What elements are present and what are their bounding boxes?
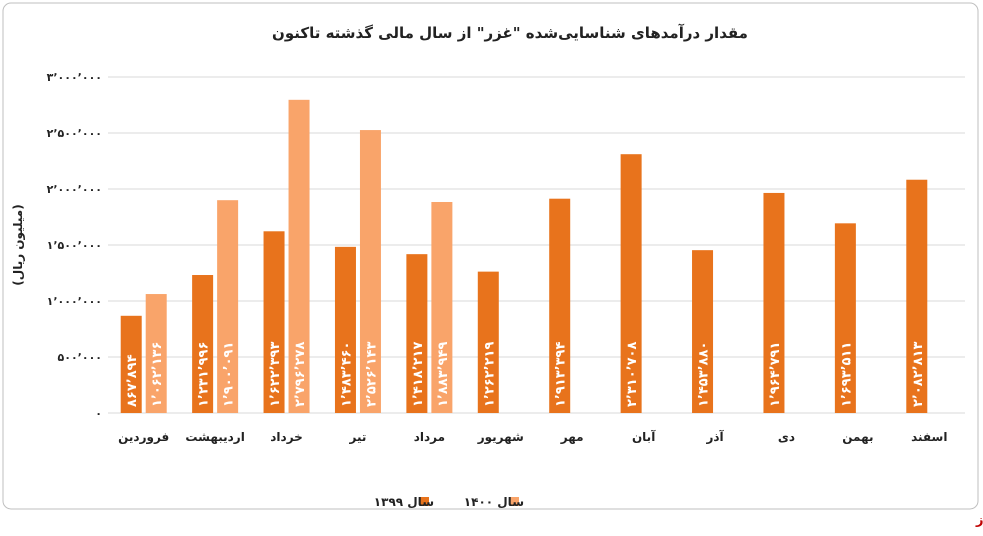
value-label: ۱٬۹۶۴٬۷۹۱ [768, 342, 783, 407]
bar [763, 192, 785, 413]
source-logo: بورس نیوز [975, 513, 983, 528]
y-tick-label: ۰ [95, 407, 102, 420]
value-label: ۱٬۴۸۳٬۴۶۰ [339, 342, 354, 407]
bar [120, 315, 142, 413]
bar [834, 223, 856, 413]
y-axis-label: (میلیون ریال) [11, 204, 26, 285]
value-label: ۲٬۷۹۶٬۲۷۸ [293, 342, 308, 407]
legend-label: سال ۱۳۹۹ [374, 495, 434, 509]
bar [359, 130, 381, 413]
bar [692, 250, 714, 413]
bar [334, 246, 356, 413]
bar [192, 275, 214, 413]
value-label: ۸۶۷٬۸۹۴ [125, 354, 140, 407]
value-label: ۱٬۲۳۱٬۹۹۶ [197, 342, 212, 407]
y-tick-label: ۱٬۰۰۰٬۰۰۰ [47, 295, 102, 308]
value-label: ۲٬۰۸۲٬۸۱۳ [911, 342, 926, 407]
x-tick-label: مرداد [414, 430, 445, 444]
legend-swatch [510, 497, 519, 506]
bar [288, 99, 310, 413]
x-tick-label: تیر [349, 430, 367, 444]
bar [431, 201, 453, 413]
chart-frame [2, 2, 979, 510]
value-label: ۱٬۴۵۳٬۸۸۰ [697, 342, 712, 407]
bar [549, 198, 571, 413]
bar [406, 254, 428, 413]
y-tick-label: ۱٬۵۰۰٬۰۰۰ [47, 239, 102, 252]
x-tick-label: شهریور [477, 430, 524, 445]
x-tick-label: دی [778, 430, 795, 444]
value-label: ۱٬۴۱۸٬۲۱۷ [411, 342, 426, 407]
x-tick-label: مهر [560, 430, 584, 444]
y-tick-label: ۵۰۰٬۰۰۰ [58, 351, 102, 364]
y-tick-label: ۲٬۰۰۰٬۰۰۰ [47, 183, 102, 196]
bar [620, 154, 642, 414]
bar [906, 179, 928, 413]
y-tick-label: ۲٬۵۰۰٬۰۰۰ [47, 127, 102, 140]
value-label: ۱٬۹۱۳٬۳۹۴ [554, 342, 569, 407]
value-label: ۱٬۶۹۳٬۵۱۱ [839, 342, 854, 407]
bar [217, 200, 239, 413]
x-tick-label: آذر [705, 429, 724, 444]
x-tick-label: اسفند [911, 430, 947, 444]
bar [145, 294, 167, 413]
value-label: ۲٬۳۱۰٬۷۰۸ [625, 342, 640, 407]
legend-swatch [420, 497, 429, 506]
x-tick-label: آبان [632, 429, 656, 444]
bar [263, 231, 285, 413]
value-label: ۱٬۸۸۳٬۹۴۹ [436, 342, 451, 407]
chart-title: مقدار درآمدهای شناسایی‌شده "غزر" از سال … [272, 24, 748, 42]
value-label: ۱٬۶۲۲٬۳۹۳ [268, 342, 283, 407]
value-label: ۱٬۹۰۰٬۰۹۱ [222, 342, 237, 407]
x-tick-label: بهمن [842, 430, 873, 444]
bar [477, 271, 499, 413]
x-tick-label: فروردین [118, 430, 169, 445]
value-label: ۱٬۰۶۲٬۱۳۶ [150, 342, 165, 407]
legend-label: سال ۱۴۰۰ [464, 495, 524, 509]
value-label: ۱٬۲۶۲٬۲۱۹ [482, 342, 497, 407]
x-tick-label: خرداد [270, 430, 303, 444]
y-tick-label: ۳٬۰۰۰٬۰۰۰ [47, 71, 102, 84]
value-label: ۲٬۵۲۶٬۱۴۳ [364, 342, 379, 407]
x-tick-label: اردیبهشت [185, 430, 244, 444]
